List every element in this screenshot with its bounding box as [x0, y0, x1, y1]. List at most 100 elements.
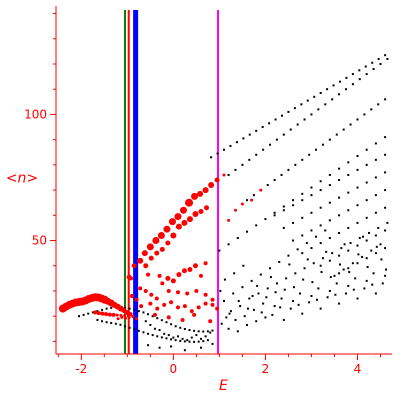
data-point — [365, 216, 368, 219]
x-axis-label: E — [219, 378, 228, 394]
data-point — [255, 320, 258, 323]
data-point — [235, 141, 238, 144]
data-point — [252, 308, 255, 311]
data-point — [358, 237, 361, 239]
data-point — [165, 337, 168, 340]
data-point — [335, 133, 338, 136]
x-tick-label: -2 — [75, 362, 87, 376]
data-point — [374, 142, 377, 145]
data-point — [347, 209, 350, 212]
data-point-red — [139, 304, 144, 309]
data-point — [319, 264, 322, 267]
data-point — [274, 291, 277, 294]
data-point — [269, 276, 272, 279]
data-point — [236, 237, 239, 239]
black-points-series — [78, 54, 389, 352]
data-point — [274, 118, 277, 121]
data-point — [310, 186, 313, 189]
data-point — [269, 267, 272, 270]
data-point-red — [123, 314, 127, 318]
data-point — [96, 310, 99, 313]
data-point — [344, 292, 347, 295]
data-point — [310, 194, 313, 197]
data-point-red — [128, 312, 133, 317]
data-point — [273, 305, 276, 308]
data-point — [170, 323, 173, 326]
data-point-red — [197, 190, 204, 197]
data-point — [297, 303, 300, 306]
data-point — [211, 329, 214, 332]
data-point — [223, 148, 225, 151]
data-point — [252, 194, 255, 197]
data-point-red — [111, 312, 116, 317]
data-point — [372, 272, 375, 275]
data-point-red — [189, 309, 194, 314]
data-point — [229, 310, 232, 313]
data-point-red — [143, 263, 149, 269]
data-point — [306, 258, 309, 261]
data-point-red — [175, 223, 182, 230]
data-point — [179, 339, 182, 342]
data-point — [384, 153, 387, 156]
data-point — [209, 331, 212, 334]
data-point — [384, 171, 387, 174]
data-point — [384, 54, 387, 57]
data-point — [365, 199, 368, 202]
data-point — [160, 319, 163, 322]
data-point — [282, 133, 285, 136]
data-point — [181, 337, 184, 340]
data-point — [246, 199, 249, 202]
data-point-red — [152, 237, 160, 245]
data-point — [331, 98, 334, 101]
data-point — [280, 114, 283, 117]
data-point — [321, 257, 324, 260]
data-point — [321, 143, 324, 146]
data-point — [374, 176, 377, 179]
data-point-red — [202, 187, 209, 194]
data-point — [280, 297, 283, 300]
data-point — [246, 324, 249, 326]
data-point — [275, 282, 278, 285]
data-point-red — [194, 288, 199, 293]
data-point — [273, 214, 276, 217]
data-point — [282, 205, 285, 208]
data-point-red — [181, 219, 188, 226]
data-point — [183, 340, 186, 343]
data-point — [174, 325, 177, 328]
data-point-red — [157, 273, 162, 278]
data-point — [308, 153, 311, 156]
data-point — [167, 334, 170, 337]
data-point — [228, 312, 231, 315]
data-point — [149, 324, 152, 326]
data-point — [338, 263, 341, 266]
data-point — [343, 243, 346, 246]
data-point-red — [186, 216, 193, 223]
data-point-red — [166, 288, 171, 293]
data-point — [374, 194, 377, 197]
data-point — [310, 295, 313, 297]
data-point — [379, 243, 382, 246]
data-point — [251, 295, 254, 297]
data-point — [302, 278, 305, 281]
data-point-red — [135, 317, 139, 321]
data-point-red — [155, 306, 160, 311]
data-point-red — [148, 301, 153, 306]
data-point — [243, 315, 246, 318]
data-point — [165, 321, 168, 324]
data-point — [260, 311, 263, 314]
data-point-red — [146, 272, 151, 277]
data-point — [347, 173, 350, 176]
data-point — [356, 244, 359, 247]
data-point — [248, 133, 251, 136]
data-point — [374, 292, 377, 295]
data-point — [329, 276, 332, 279]
data-point — [271, 313, 274, 316]
data-point-red — [187, 267, 193, 273]
data-point — [288, 263, 291, 266]
data-point — [338, 214, 341, 217]
data-point-red — [104, 312, 109, 317]
data-point — [328, 201, 331, 204]
data-point — [96, 318, 99, 321]
data-point — [160, 336, 163, 339]
data-point — [114, 322, 117, 325]
